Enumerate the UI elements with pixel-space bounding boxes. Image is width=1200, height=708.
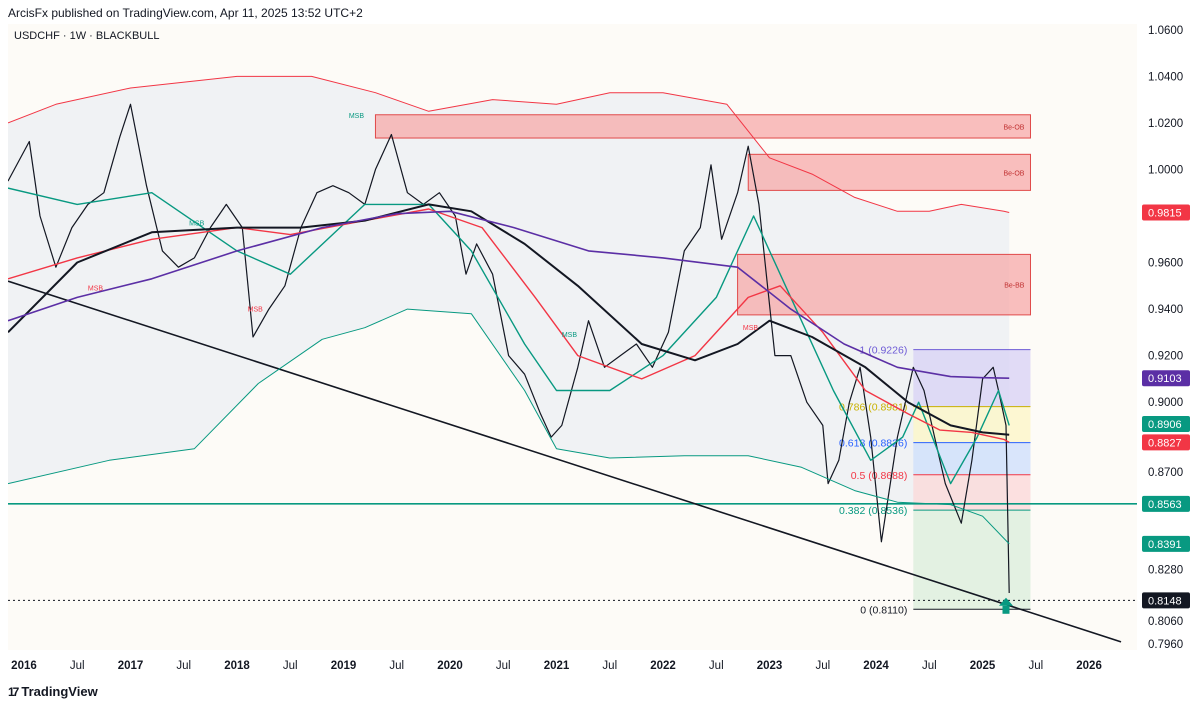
msb-label-4: MSB: [248, 306, 264, 313]
price-tag-4: [1142, 434, 1190, 451]
series-line-3: [8, 208, 1010, 444]
fib-label-5: 0.382 (0.8536): [839, 505, 907, 517]
x-tick-label: 2022: [650, 660, 676, 672]
x-tick-label: 2020: [437, 660, 463, 672]
fib-label-4: 0.5 (0.8688): [851, 470, 908, 482]
msb-label-3: MSB: [88, 285, 104, 292]
zone-1: [374, 114, 1031, 139]
x-tick-label: Jul: [176, 660, 191, 672]
msb-label-5: MSB: [562, 332, 578, 339]
y-tick-label: 0.8700: [1148, 467, 1183, 479]
y-tick-label: 0.9600: [1148, 258, 1183, 270]
y-tick-label: 0.9200: [1148, 351, 1183, 363]
y-tick-label: 0.9000: [1148, 397, 1183, 409]
x-tick-label: Jul: [815, 660, 830, 672]
price-tag-label-7: 0.8148: [1148, 595, 1182, 607]
symbol-title[interactable]: USDCHF · 1W · BLACKBULL: [14, 30, 160, 42]
x-tick-label: 2024: [863, 660, 889, 672]
price-tag-label-2: 0.9103: [1148, 373, 1182, 385]
x-tick-label: Jul: [389, 660, 404, 672]
x-tick-label: 2021: [544, 660, 570, 672]
msb-label-1: MSB: [349, 113, 365, 120]
x-tick-label: 2018: [224, 660, 250, 672]
tradingview-logo-icon: 17: [8, 684, 19, 699]
y-tick-label: 0.8060: [1148, 616, 1183, 628]
x-tick-label: Jul: [922, 660, 937, 672]
publisher-line: ArcisFx published on TradingView.com, Ap…: [8, 6, 363, 20]
series-line-6: [8, 75, 1010, 213]
fib-zone-5: [913, 510, 1031, 610]
x-tick-label: 2019: [331, 660, 357, 672]
msb-label-2: MSB: [189, 220, 205, 227]
fib-label-1: 1 (0.9226): [859, 345, 907, 357]
x-tick-label: Jul: [70, 660, 85, 672]
tradingview-brand-label: TradingView: [21, 684, 98, 699]
y-tick-label: 0.9400: [1148, 304, 1183, 316]
up-arrow-stem: [1002, 605, 1010, 614]
x-tick-label: Jul: [1028, 660, 1043, 672]
fib-label-6: 0 (0.8110): [860, 604, 907, 616]
y-tick-label: 0.7960: [1148, 639, 1183, 651]
up-arrow-icon: [998, 597, 1013, 606]
zone-label-3: Be-BB: [1004, 283, 1025, 290]
series-line-7: [8, 308, 1010, 545]
fib-zone-2: [913, 406, 1031, 443]
tradingview-branding[interactable]: 17 TradingView: [8, 684, 98, 699]
trendline: [8, 280, 1122, 643]
band-fill: [8, 76, 1010, 544]
y-tick-label: 0.8280: [1148, 565, 1183, 577]
series-line-1: [8, 103, 1010, 594]
fib-zone-4: [913, 474, 1031, 511]
zone-2: [747, 153, 1031, 191]
price-tag-7: [1142, 592, 1190, 609]
price-tag-5: [1142, 495, 1190, 512]
y-tick-label: 1.0600: [1148, 25, 1183, 37]
y-tick-label: 1.0000: [1148, 164, 1183, 176]
price-tag-label-4: 0.8827: [1148, 437, 1182, 449]
zone-3: [737, 253, 1031, 316]
price-tag-label-3: 0.8906: [1148, 419, 1182, 431]
x-tick-label: 2025: [970, 660, 996, 672]
x-tick-label: 2017: [118, 660, 144, 672]
series-line-4: [8, 203, 1010, 436]
price-tag-label-1: 0.9815: [1148, 207, 1182, 219]
price-tag-6: [1142, 535, 1190, 552]
series-line-5: [8, 210, 1010, 379]
price-tag-label-5: 0.8563: [1148, 499, 1182, 511]
x-tick-label: 2026: [1076, 660, 1102, 672]
y-tick-label: 1.0400: [1148, 71, 1183, 83]
price-tag-3: [1142, 416, 1190, 433]
msb-label-6: MSB: [743, 325, 759, 332]
price-tag-label-6: 0.8391: [1148, 539, 1182, 551]
price-tag-2: [1142, 370, 1190, 387]
zone-label-1: Be-OB: [1003, 124, 1024, 131]
x-tick-label: 2016: [11, 660, 37, 672]
y-tick-label: 1.0200: [1148, 118, 1183, 130]
price-tag-1: [1142, 204, 1190, 221]
x-tick-label: Jul: [602, 660, 617, 672]
zone-label-2: Be-OB: [1003, 170, 1024, 177]
x-tick-label: Jul: [283, 660, 298, 672]
x-tick-label: Jul: [709, 660, 724, 672]
x-tick-label: 2023: [757, 660, 783, 672]
series-line-2: [8, 187, 1010, 485]
x-tick-label: Jul: [496, 660, 511, 672]
